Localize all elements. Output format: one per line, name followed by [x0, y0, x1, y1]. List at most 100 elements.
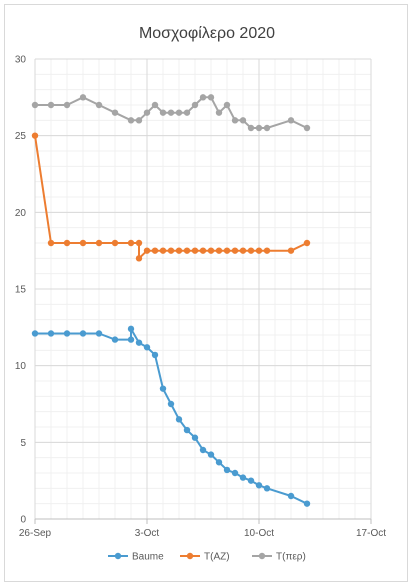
series-line — [35, 327, 308, 505]
data-point — [79, 94, 87, 101]
data-point — [247, 477, 255, 484]
data-point — [247, 247, 255, 254]
data-point — [167, 109, 175, 116]
y-tick-label: 5 — [20, 438, 26, 449]
data-point — [183, 426, 191, 434]
series-Baume — [31, 325, 311, 507]
data-point — [255, 247, 263, 254]
data-point — [231, 117, 239, 124]
y-tick-label: 30 — [15, 55, 27, 66]
x-tick-label: 10-Oct — [244, 528, 274, 539]
data-point — [127, 336, 135, 343]
data-point — [143, 247, 151, 254]
data-point — [183, 247, 191, 254]
legend-item: Baume — [108, 552, 164, 563]
data-point — [95, 101, 103, 109]
data-point — [215, 459, 223, 466]
data-point — [223, 101, 231, 109]
data-point — [303, 500, 311, 507]
data-point — [31, 101, 39, 109]
data-point — [95, 239, 103, 247]
data-point — [287, 492, 295, 500]
data-point — [303, 239, 311, 247]
data-point — [135, 255, 143, 262]
data-point — [223, 247, 231, 254]
data-point — [151, 101, 159, 109]
x-tick-label: 26-Sep — [19, 528, 52, 539]
data-point — [47, 330, 55, 337]
legend-label: T(AZ) — [204, 552, 230, 563]
data-point — [215, 109, 223, 116]
data-point — [167, 247, 175, 254]
data-point — [191, 101, 199, 109]
data-point — [135, 339, 143, 346]
legend-item: T(περ) — [252, 552, 306, 563]
legend-item: T(AZ) — [180, 552, 230, 563]
data-point — [223, 466, 231, 474]
series-group — [31, 94, 311, 507]
legend-marker — [114, 552, 122, 560]
data-point — [191, 434, 199, 441]
data-point — [207, 451, 215, 458]
series-T(AZ) — [31, 132, 311, 262]
y-tick-label: 15 — [15, 285, 27, 296]
data-point — [175, 109, 183, 116]
chart-area: Μοσχοφίλερο 2020 — [4, 4, 408, 582]
data-point — [79, 239, 87, 247]
series-T(περ) — [31, 94, 311, 132]
data-point — [127, 239, 135, 247]
data-point — [207, 247, 215, 254]
data-point — [135, 239, 143, 247]
data-point — [111, 336, 119, 343]
y-tick-label: 20 — [15, 208, 27, 219]
data-point — [199, 247, 207, 254]
data-point — [199, 94, 207, 101]
data-point — [63, 239, 71, 247]
data-point — [127, 117, 135, 124]
data-point — [183, 109, 191, 116]
data-point — [207, 94, 215, 101]
data-point — [151, 247, 159, 254]
data-point — [63, 101, 71, 109]
data-point — [143, 109, 151, 116]
data-point — [111, 239, 119, 247]
data-point — [79, 330, 87, 337]
legend-label: Baume — [132, 552, 164, 563]
data-point — [143, 344, 151, 351]
y-tick-label: 25 — [15, 131, 27, 142]
axes: 0 5 10 15 20 25 30 26-Sep 3-Oct 10-Oct 17-Oct — [15, 55, 386, 540]
data-point — [239, 247, 247, 254]
y-tick-label: 0 — [20, 515, 26, 526]
data-point — [167, 400, 175, 408]
data-point — [215, 247, 223, 254]
data-point — [263, 485, 271, 492]
x-tick-label: 3-Oct — [135, 528, 160, 539]
data-point — [111, 109, 119, 116]
data-point — [287, 117, 295, 124]
data-point — [47, 101, 55, 109]
data-point — [31, 132, 39, 139]
data-point — [63, 330, 71, 337]
data-point — [95, 330, 103, 337]
data-point — [159, 109, 167, 116]
data-point — [175, 416, 183, 423]
data-point — [159, 385, 167, 392]
data-point — [159, 247, 167, 254]
data-point — [199, 446, 207, 454]
data-point — [191, 247, 199, 254]
data-point — [255, 482, 263, 489]
data-point — [231, 247, 239, 254]
data-point — [47, 239, 55, 247]
legend-marker — [186, 552, 194, 560]
data-point — [247, 124, 255, 132]
data-point — [135, 117, 143, 124]
data-point — [239, 117, 247, 124]
legend-marker — [258, 552, 266, 560]
data-point — [31, 330, 39, 337]
data-point — [175, 247, 183, 254]
grid — [34, 58, 372, 520]
data-point — [151, 351, 159, 359]
data-point — [303, 124, 311, 132]
data-point — [263, 124, 271, 132]
